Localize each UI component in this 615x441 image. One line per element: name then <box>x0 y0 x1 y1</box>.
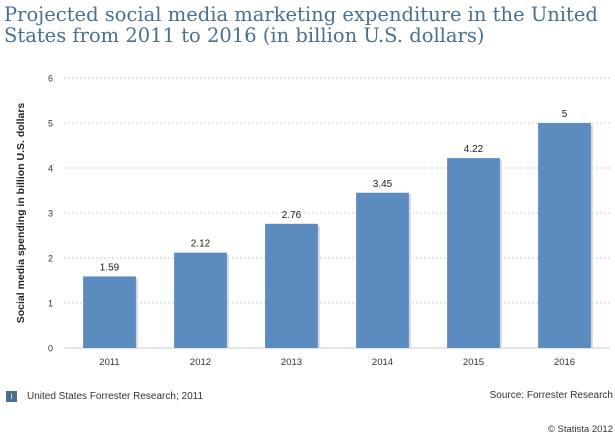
y-tick-label: 3 <box>48 209 53 219</box>
bar[interactable] <box>356 192 409 348</box>
bar-value-label: 1.59 <box>100 262 120 273</box>
x-tick-label: 2014 <box>372 357 393 368</box>
bar[interactable] <box>174 252 227 348</box>
bar-value-label: 3.45 <box>373 179 393 190</box>
bars <box>83 123 593 348</box>
axes: 0 1 2 3 4 5 6 2011 2012 2013 2014 2015 2016 <box>48 74 575 369</box>
bar[interactable] <box>538 123 591 348</box>
bar[interactable] <box>265 223 318 348</box>
x-tick-label: 2016 <box>554 357 575 368</box>
bar-value-label: 2.76 <box>282 210 302 221</box>
bar-value-label: 4.22 <box>464 144 484 155</box>
footer-note: i United States Forrester Research; 2011 <box>6 389 203 403</box>
y-tick-label: 4 <box>48 164 53 174</box>
x-tick-label: 2013 <box>281 357 302 368</box>
bar-value-label: 5 <box>562 109 568 120</box>
data-labels: 1.59 2.12 2.76 3.45 4.22 5 <box>100 109 568 273</box>
footer-note-text: United States Forrester Research; 2011 <box>27 390 204 402</box>
y-tick-label: 5 <box>48 119 53 129</box>
info-icon[interactable]: i <box>6 390 17 402</box>
source-link[interactable]: Source: Forrester Research <box>489 390 613 401</box>
x-tick-label: 2015 <box>463 357 484 368</box>
x-tick-label: 2011 <box>99 357 119 368</box>
y-tick-label: 0 <box>48 344 53 354</box>
bar[interactable] <box>447 158 500 348</box>
y-tick-label: 2 <box>48 254 53 264</box>
chart-title: Projected social media marketing expendi… <box>4 3 598 47</box>
gridlines <box>64 77 610 349</box>
copyright[interactable]: © Statista 2012 <box>547 424 613 435</box>
bar-value-label: 2.12 <box>191 239 211 250</box>
y-tick-label: 6 <box>48 74 53 84</box>
y-axis-title: Social media spending in billion U.S. do… <box>15 103 27 324</box>
y-tick-label: 1 <box>48 299 53 309</box>
x-tick-label: 2012 <box>190 357 211 368</box>
bar[interactable] <box>83 276 136 348</box>
